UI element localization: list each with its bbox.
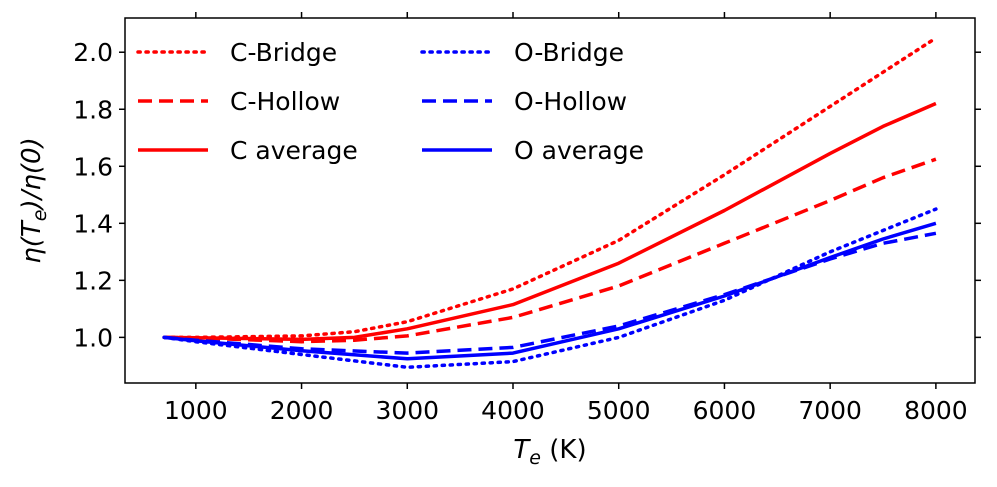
y-axis-label-tail: )/η(0) <box>17 137 47 211</box>
y-tick-label: 1.6 <box>73 152 113 181</box>
legend-entry-label: O average <box>514 136 644 165</box>
legend: C-Bridge C-Hollow C average O-Bridge O-Hollo… <box>138 38 644 165</box>
x-tick-label: 4000 <box>481 396 545 425</box>
x-tick-label: 6000 <box>693 396 757 425</box>
series-line-c-bridge <box>164 38 936 337</box>
legend-entry-label: O-Hollow <box>514 87 627 116</box>
x-axis-label-subscript: e <box>529 447 541 469</box>
y-axis-label-subscript: e <box>29 210 51 222</box>
x-axis-ticks: 1000 2000 3000 4000 5000 6000 7000 8000 <box>164 12 968 425</box>
y-tick-label: 1.0 <box>73 323 113 352</box>
x-tick-label: 5000 <box>587 396 651 425</box>
legend-entry-label: C-Bridge <box>230 38 337 67</box>
legend-entry-label: C-Hollow <box>230 87 340 116</box>
axes-frame <box>125 18 975 383</box>
y-axis-label-main: η(T <box>17 219 47 264</box>
x-tick-label: 7000 <box>798 396 862 425</box>
line-chart: 1000 2000 3000 4000 5000 6000 7000 8000 1.0 1.2 1… <box>0 0 997 487</box>
x-tick-label: 1000 <box>164 396 228 425</box>
series-line-c-hollow <box>164 159 936 342</box>
x-axis-label-unit: (K) <box>541 435 587 465</box>
legend-entry-label: O-Bridge <box>514 38 624 67</box>
y-tick-label: 1.8 <box>73 95 113 124</box>
x-axis-label: Te (K) <box>513 435 586 469</box>
legend-entry-label: C average <box>230 136 358 165</box>
y-tick-label: 2.0 <box>73 38 113 67</box>
series-line-o-hollow <box>164 233 936 353</box>
y-tick-label: 1.2 <box>73 266 113 295</box>
x-tick-label: 2000 <box>270 396 334 425</box>
y-axis-label: η(Te)/η(0) <box>17 137 51 263</box>
y-tick-label: 1.4 <box>73 209 113 238</box>
x-tick-label: 8000 <box>904 396 968 425</box>
x-tick-label: 3000 <box>375 396 439 425</box>
